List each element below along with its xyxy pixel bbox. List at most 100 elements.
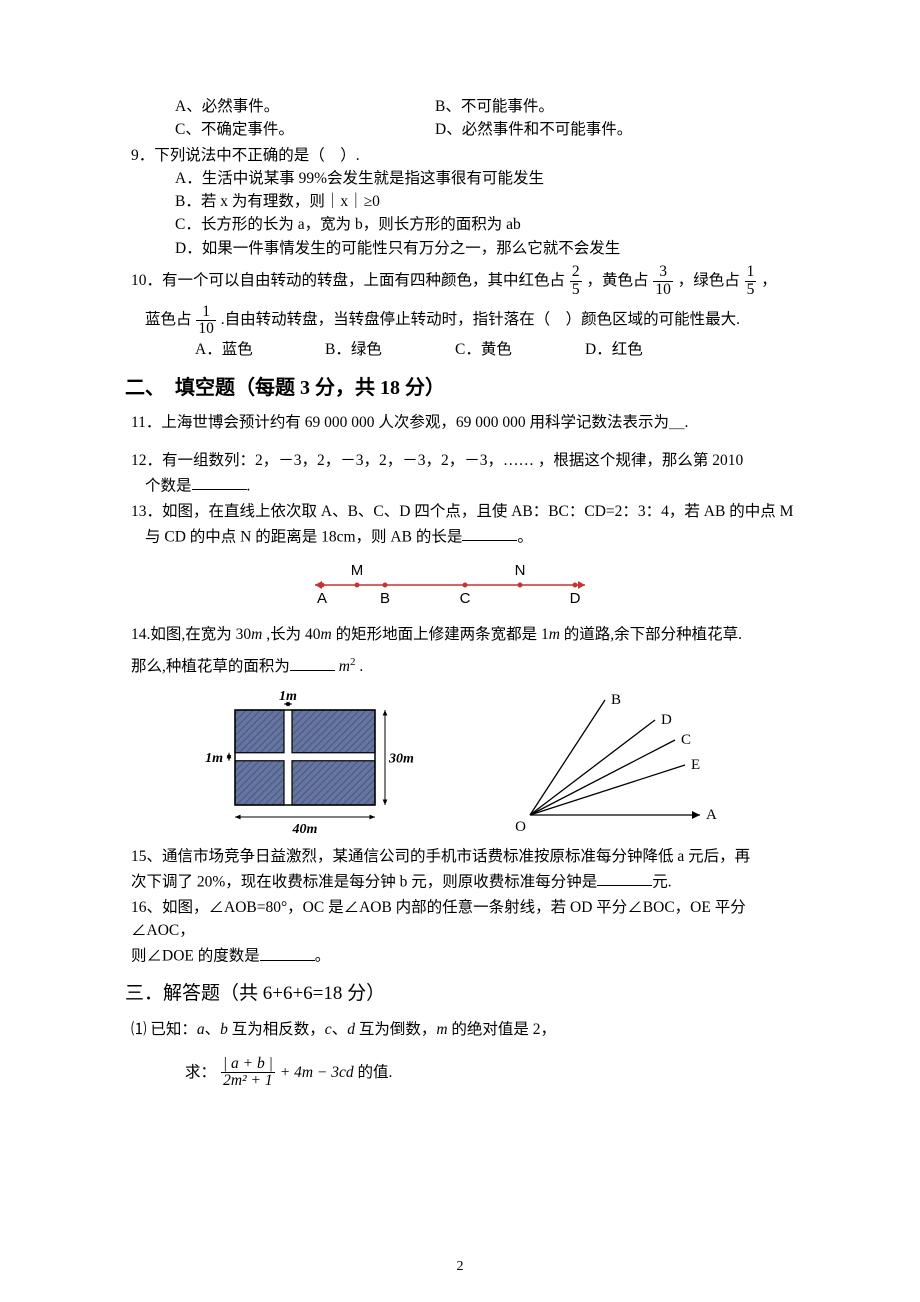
q8-opt-b: B、不可能事件。 [435,95,695,118]
svg-text:A: A [706,807,717,823]
q12-line2: 个数是. [125,474,795,498]
txt: 那么,种植花草的面积为 [131,658,290,675]
q9-opt-c: C．长方形的长为 a，宽为 b，则长方形的面积为 ab [125,213,795,236]
q9-opt-a: A．生活中说某事 99%会发生就是指这事很有可能发生 [125,167,795,190]
q10-frac-yellow: 3 10 [653,264,673,298]
svg-text:M: M [351,562,364,579]
var-m: m [436,1021,447,1038]
q15-line1: 15、通信市场竞争日益激烈，某通信公司的手机市话费标准按原标准每分钟降低 a 元… [125,845,795,868]
q9-opt-b: B．若 x 为有理数，则｜x｜≥0 [125,190,795,213]
q10-mid1: ，黄色占 [587,272,649,289]
q10-frac-red: 2 5 [570,264,582,298]
frac-num: | a + b | [221,1056,275,1073]
frac-num: 2 [570,264,582,281]
q10-line2-pre: 蓝色占 [145,311,192,328]
q14-line1: 14.如图,在宽为 30m ,长为 40m 的矩形地面上修建两条宽都是 1m 的… [125,623,795,646]
var-d: d [347,1021,355,1038]
q3-1-line1: ⑴ 已知：a、b 互为相反数，c、d 互为倒数，m 的绝对值是 2， [125,1018,795,1041]
q8-options-row2: C、不确定事件。 D、必然事件和不可能事件。 [125,118,795,141]
fig14b-angle-rays: A ECD B O [510,685,720,835]
frac-den: 10 [653,282,673,298]
q8-opt-c: C、不确定事件。 [175,118,435,141]
q3-1-fraction: | a + b | 2m² + 1 [221,1056,275,1090]
q10-stem-pre: 10．有一个可以自由转动的转盘，上面有四种颜色，其中红色占 [131,272,565,289]
section3-title: 三．解答题（共 6+6+6=18 分） [125,980,795,1009]
q10-options: A．蓝色 B．绿色 C．黄色 D．红色 [125,338,795,361]
txt: 的矩形地面上修建两条宽都是 1 [332,626,549,643]
q10-opt-b: B．绿色 [325,338,455,361]
page-number: 2 [0,1256,920,1277]
q8-opt-d: D、必然事件和不可能事件。 [435,118,695,141]
q10-opt-d: D．红色 [585,338,715,361]
frac-den: 10 [196,321,216,337]
svg-text:O: O [515,819,526,835]
fig13-svg: M N A B C D [310,555,590,610]
svg-text:B: B [380,590,390,607]
txt: . [355,658,363,675]
svg-text:A: A [317,590,327,607]
q12-line2-post: . [247,477,251,494]
blank [260,944,315,961]
q13-line2-pre: 与 CD 的中点 N 的距离是 18cm，则 AB 的长是 [145,528,462,545]
q16-line1: 16、如图，∠AOB=80°，OC 是∠AOB 内部的任意一条射线，若 OD 平… [125,896,795,943]
svg-text:40m: 40m [292,822,318,835]
q10-frac-green: 1 5 [745,264,757,298]
txt: 14.如图,在宽为 30 [131,626,251,643]
unit-m: m [339,658,350,675]
q9-stem: 9．下列说法中不正确的是（ ）. [125,144,795,167]
q16-line2: 则∠DOE 的度数是。 [125,944,795,968]
fig13-line-diagram: M N A B C D [310,555,610,617]
frac-den: 2m² + 1 [221,1073,275,1089]
txt: 、 [332,1021,348,1038]
q10-mid2: ，绿色占 [678,272,740,289]
q8-options-row1: A、必然事件。 B、不可能事件。 [125,95,795,118]
q10-line2-post: .自由转动转盘，当转盘停止转动时，指针落在（ ）颜色区域的可能性最大. [221,311,740,328]
svg-text:1m: 1m [205,750,223,765]
q14-line2: 那么,种植花草的面积为 m2 . [125,654,795,678]
txt: ,长为 40 [262,626,320,643]
frac-den: 5 [570,282,582,298]
txt: 的值. [358,1064,393,1081]
q3-1-line2: 求： | a + b | 2m² + 1 + 4m − 3cd 的值. [125,1054,795,1091]
section2-title: 二、 填空题（每题 3 分，共 18 分） [125,373,795,403]
txt: 互为相反数， [228,1021,325,1038]
q11: 11．上海世博会预计约有 69 000 000 人次参观，69 000 000 … [125,411,795,434]
q10-mid3: ， [761,272,777,289]
txt: 。 [315,948,331,965]
svg-text:C: C [681,732,691,748]
svg-text:D: D [661,712,672,728]
txt: ⑴ 已知： [131,1021,197,1038]
q10-stem-line1: 10．有一个可以自由转动的转盘，上面有四种颜色，其中红色占 2 5 ，黄色占 3… [125,262,795,299]
svg-text:E: E [691,757,700,773]
var-c: c [325,1021,332,1038]
txt: 的绝对值是 2， [448,1021,557,1038]
frac-den: 5 [745,282,757,298]
txt: 次下调了 20%，现在收费标准是每分钟 b 元，则原收费标准每分钟是 [131,873,597,890]
frac-num: 3 [653,264,673,281]
svg-text:D: D [570,590,581,607]
q12-line2-pre: 个数是 [145,477,192,494]
svg-text:N: N [515,562,526,579]
q12-line1: 12．有一组数列：2，－3，2，－3，2，－3，2，－3，…… ，根据这个规律，… [125,449,795,472]
svg-text:1m: 1m [279,689,297,704]
txt: 互为倒数， [355,1021,436,1038]
txt: 元. [652,873,671,890]
q15-line2: 次下调了 20%，现在收费标准是每分钟 b 元，则原收费标准每分钟是 元. [125,870,795,894]
q8-opt-a: A、必然事件。 [175,95,435,118]
blank [462,525,517,542]
q13-line2: 与 CD 的中点 N 的距离是 18cm，则 AB 的长是。 [125,525,795,549]
svg-text:C: C [460,590,471,607]
expr-rest: + 4m − 3cd [280,1064,354,1081]
svg-text:30m: 30m [388,751,414,766]
fig14a-rectangle-roads: 1m 1m 30m 40m [200,685,420,835]
var-a: a [197,1021,205,1038]
svg-text:B: B [611,692,621,708]
q13-line1: 13．如图，在直线上依次取 A、B、C、D 四个点，且使 AB：BC：CD=2：… [125,500,795,523]
blank [192,474,247,491]
var-b: b [220,1021,228,1038]
q10-opt-c: C．黄色 [455,338,585,361]
txt: 、 [205,1021,221,1038]
page: A、必然事件。 B、不可能事件。 C、不确定事件。 D、必然事件和不可能事件。 … [0,0,920,1302]
q9-opt-d: D．如果一件事情发生的可能性只有万分之一，那么它就不会发生 [125,237,795,260]
txt: 求： [185,1064,216,1081]
